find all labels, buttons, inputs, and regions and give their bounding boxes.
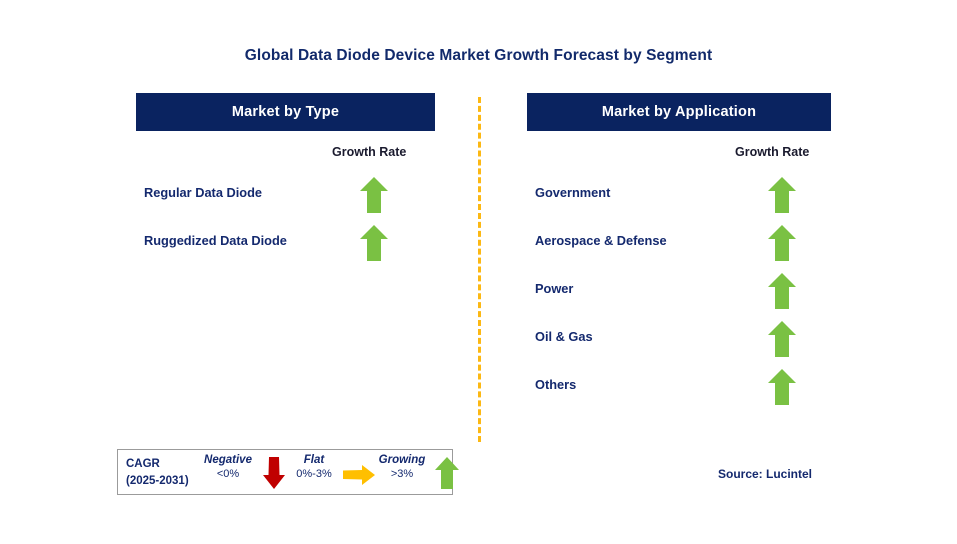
legend-item-range: >3% — [390, 468, 414, 480]
panel-market-by-type: Market by Type Growth Rate Regular Data … — [136, 93, 435, 261]
legend-item-negative: Negative <0% — [194, 454, 262, 480]
segment-label: Government — [535, 185, 611, 200]
vertical-dashed-divider — [478, 97, 481, 442]
arrow-down-icon — [262, 455, 286, 491]
table-row: Government — [527, 175, 831, 223]
table-row: Regular Data Diode — [136, 175, 435, 223]
panel-header-label: Market by Type — [231, 104, 340, 120]
legend-item-growing: Growing >3% — [367, 454, 437, 480]
legend-item-label: Flat — [303, 454, 325, 466]
panel-header-label: Market by Application — [601, 104, 757, 120]
arrow-right-icon — [341, 464, 377, 486]
arrow-up-icon — [359, 175, 389, 215]
legend-item-label: Growing — [378, 454, 426, 466]
legend-cagr-label: CAGR — [126, 458, 160, 470]
table-row: Power — [527, 271, 831, 319]
table-row: Aerospace & Defense — [527, 223, 831, 271]
arrow-up-icon — [767, 223, 797, 263]
segment-row-list-type: Regular Data Diode Ruggedized Data Diode — [136, 175, 435, 271]
arrow-up-icon — [767, 367, 797, 407]
legend-cagr-title: CAGR (2025-2031) — [126, 456, 189, 490]
segment-label: Regular Data Diode — [144, 185, 263, 200]
table-row: Ruggedized Data Diode — [136, 223, 435, 271]
table-row: Others — [527, 367, 831, 415]
segment-label: Aerospace & Defense — [535, 233, 667, 248]
arrow-up-icon — [767, 319, 797, 359]
legend-item-range: <0% — [216, 468, 240, 480]
segment-label: Oil & Gas — [535, 329, 593, 344]
segment-label: Power — [535, 281, 574, 296]
segment-label: Ruggedized Data Diode — [144, 233, 287, 248]
source-note: Source: Lucintel — [718, 467, 813, 481]
panel-header-market-by-type: Market by Type — [136, 93, 435, 131]
panel-market-by-application: Market by Application Growth Rate Govern… — [527, 93, 831, 405]
panel-header-market-by-application: Market by Application — [527, 93, 831, 131]
segment-label: Others — [535, 377, 577, 392]
legend-item-range: 0%-3% — [296, 468, 332, 480]
page-title: Global Data Diode Device Market Growth F… — [244, 47, 713, 64]
growth-rate-column-label: Growth Rate — [735, 145, 810, 159]
legend-item-flat: Flat 0%-3% — [283, 454, 345, 480]
arrow-up-icon — [434, 455, 460, 491]
arrow-up-icon — [767, 271, 797, 311]
legend-item-label: Negative — [204, 454, 252, 466]
table-row: Oil & Gas — [527, 319, 831, 367]
arrow-up-icon — [359, 223, 389, 263]
growth-rate-column-label: Growth Rate — [332, 145, 407, 159]
arrow-up-icon — [767, 175, 797, 215]
legend-cagr-period: (2025-2031) — [126, 475, 189, 487]
legend-box: CAGR (2025-2031) Negative <0% Flat 0%-3% — [117, 449, 459, 495]
segment-row-list-application: Government Aerospace & Defense Power — [527, 175, 831, 415]
